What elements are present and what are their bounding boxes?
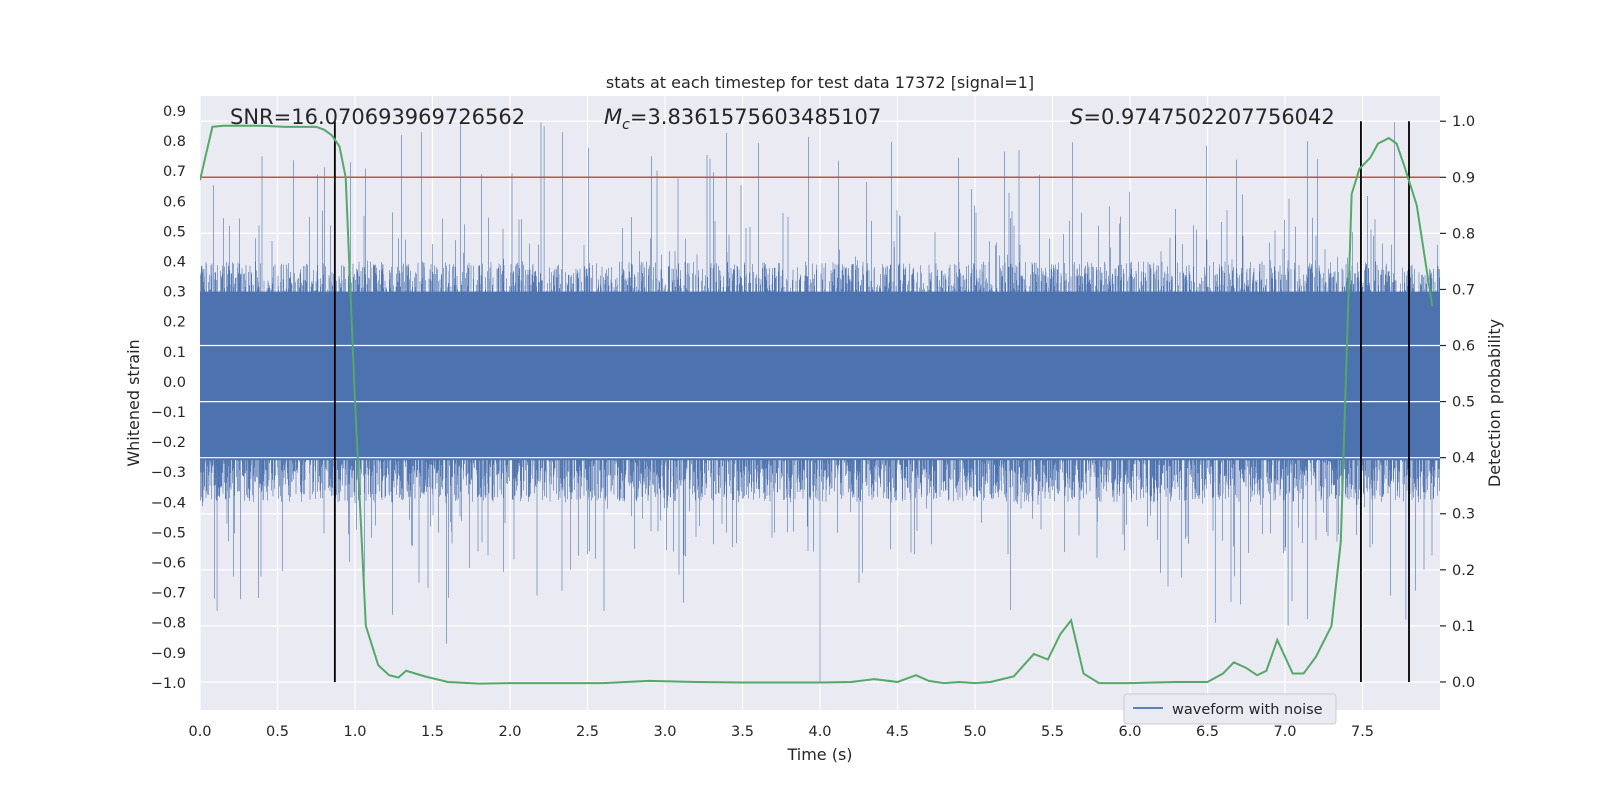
x-tick-label-14: 7.0	[1273, 724, 1296, 740]
x-tick-label-13: 6.5	[1196, 724, 1219, 740]
y-right-tick-label-4: 0.6	[1452, 339, 1475, 355]
detection-probability-line	[200, 124, 1434, 685]
x-axis-label: Time (s)	[786, 745, 852, 764]
y-left-tick-label-11: −0.2	[151, 435, 186, 451]
y-right-tick-label-3: 0.7	[1452, 282, 1475, 298]
y-right-tick-label-1: 0.9	[1452, 170, 1475, 186]
y-left-tick-label-6: 0.3	[163, 285, 186, 301]
x-tick-label-3: 1.5	[421, 724, 444, 740]
y-left-tick-label-1: 0.8	[163, 134, 186, 150]
y-left-tick-label-7: 0.2	[163, 315, 186, 331]
y-right-tick-label-6: 0.4	[1452, 451, 1475, 467]
x-tick-label-5: 2.5	[576, 724, 599, 740]
legend-box	[1123, 693, 1337, 725]
y-left-tick-label-8: 0.1	[163, 345, 186, 361]
y-left-tick-label-15: −0.6	[151, 556, 186, 572]
annotation-snr: SNR=16.070693969726562	[230, 105, 525, 129]
chart-title: stats at each timestep for test data 173…	[606, 73, 1034, 92]
x-tick-label-11: 5.5	[1041, 724, 1064, 740]
y-left-tick-label-13: −0.4	[151, 495, 186, 511]
y-right-tick-label-5: 0.5	[1452, 395, 1475, 411]
y-left-tick-label-9: 0.0	[163, 375, 186, 391]
y-left-tick-label-2: 0.7	[163, 164, 186, 180]
waveform-core-band	[200, 291, 1440, 461]
x-tick-label-15: 7.5	[1351, 724, 1374, 740]
annotation-s: S=0.9747502207756042	[1070, 105, 1335, 129]
x-tick-label-8: 4.0	[808, 724, 831, 740]
y-right-axis-label: Detection probability	[1485, 319, 1504, 487]
y-left-tick-label-18: −0.9	[151, 646, 186, 662]
y-left-tick-label-0: 0.9	[163, 104, 186, 120]
x-tick-label-6: 3.0	[653, 724, 676, 740]
x-tick-label-12: 6.0	[1118, 724, 1141, 740]
y-left-axis-ticks: 0.9 0.8 0.7 0.6 0.5 0.4 0.3 0.2 0.1 0.0 −0.1 −0.2 −0…	[151, 104, 186, 692]
y-right-tick-label-10: 0.0	[1452, 675, 1475, 691]
y-right-tick-label-2: 0.8	[1452, 226, 1475, 242]
x-tick-label-7: 3.5	[731, 724, 754, 740]
legend: waveform with noise	[1123, 693, 1337, 725]
legend-label-waveform: waveform with noise	[1172, 702, 1323, 718]
x-tick-label-9: 4.5	[886, 724, 909, 740]
y-right-tick-label-9: 0.1	[1452, 619, 1475, 635]
y-right-tick-label-8: 0.2	[1452, 563, 1475, 579]
x-tick-label-10: 5.0	[963, 724, 986, 740]
y-right-tick-label-0: 1.0	[1452, 114, 1475, 130]
y-left-tick-label-16: −0.7	[151, 586, 186, 602]
waveform-series	[200, 122, 1440, 683]
y-left-tick-label-3: 0.6	[163, 194, 186, 210]
x-axis-ticks: 0.0 0.5 1.0 1.5 2.0 2.5 3.0 3.5 4.0 4.5 5.0 5.5 6.0 6…	[188, 724, 1374, 740]
y-left-tick-label-14: −0.5	[151, 525, 186, 541]
y-left-tick-label-10: −0.1	[151, 405, 186, 421]
y-left-axis-label: Whitened strain	[124, 339, 143, 466]
y-left-tick-label-4: 0.5	[163, 224, 186, 240]
y-left-tick-label-17: −0.8	[151, 616, 186, 632]
y-left-tick-label-12: −0.3	[151, 465, 186, 481]
y-right-axis-ticks: 1.0 0.9 0.8 0.7 0.6 0.5 0.4 0.3 0.2 0.1 0.0	[1440, 114, 1475, 691]
y-right-tick-label-7: 0.3	[1452, 507, 1475, 523]
overlay-lines	[200, 121, 1440, 685]
x-tick-label-1: 0.5	[266, 724, 289, 740]
x-tick-label-4: 2.0	[498, 724, 521, 740]
y-left-tick-label-5: 0.4	[163, 255, 186, 271]
y-left-tick-label-19: −1.0	[151, 676, 186, 692]
x-tick-label-0: 0.0	[188, 724, 211, 740]
x-tick-label-2: 1.0	[343, 724, 366, 740]
annotation-chirp-mass: Mc=3.8361575603485107	[604, 105, 881, 133]
